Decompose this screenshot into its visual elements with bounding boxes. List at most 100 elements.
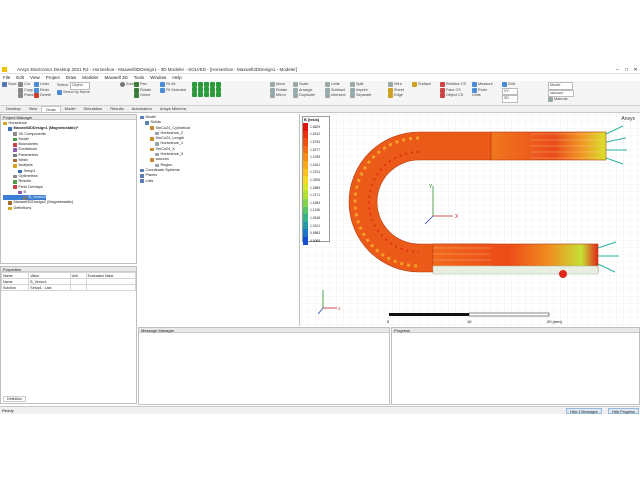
model-tree-item[interactable]: vacuum [140, 157, 297, 162]
model-tree-item[interactable]: Lists [140, 179, 297, 184]
menu-draw[interactable]: Draw [65, 75, 77, 80]
tab-desktop[interactable]: Desktop [6, 106, 21, 111]
spline-icon[interactable] [198, 82, 203, 87]
box-icon[interactable] [210, 82, 215, 87]
select-by-name-button[interactable]: Select by Name [57, 90, 90, 96]
undo-button[interactable]: Undo [34, 82, 51, 88]
ellipse-icon[interactable] [210, 92, 215, 97]
hide-progress-button[interactable]: Hide Progress [608, 408, 639, 414]
relative-cs-button[interactable]: Relative CS [440, 82, 466, 88]
tree-item[interactable]: Setup1 [3, 169, 134, 174]
model-tree-item[interactable]: SmCo24_X [140, 147, 297, 152]
model-tree-item[interactable]: SmCo24_Length [140, 136, 297, 141]
mirror-button[interactable]: Mirror [270, 93, 287, 99]
modeler-viewport[interactable]: Y X X 0 10 20 (mm) [301, 114, 640, 326]
paste-button[interactable]: Paste [18, 93, 34, 99]
tree-item[interactable]: Parameters [3, 153, 134, 158]
region-icon[interactable] [216, 92, 221, 97]
dimension-dropdown[interactable]: 3D [502, 95, 518, 103]
select-dropdown[interactable]: Object [69, 82, 90, 90]
fit-all-button[interactable]: Fit All [160, 82, 186, 88]
tab-simulation[interactable]: Simulation [83, 106, 103, 111]
table-row[interactable]: Solution Setup1 : Last [0, 284, 137, 291]
unite-button[interactable]: Unite [325, 82, 346, 88]
polyline-icon[interactable] [192, 92, 197, 97]
tab-view[interactable]: View [28, 106, 38, 111]
line-icon[interactable] [192, 82, 197, 87]
model-tree-item[interactable]: Horseshoe_3 [140, 152, 297, 157]
menu-tools[interactable]: Tools [133, 75, 145, 80]
menu-maxwell3d[interactable]: Maxwell 3D [104, 75, 128, 80]
arc-icon[interactable] [204, 82, 209, 87]
rotate-button[interactable]: Rotate [270, 88, 287, 94]
model-tree-item[interactable]: Model [140, 115, 297, 120]
hide-messages-button[interactable]: Hide 3 Messages [566, 408, 602, 414]
tree-item[interactable]: Boundaries [3, 142, 134, 147]
tab-ansys-minerva[interactable]: Ansys Minerva [159, 106, 187, 111]
model-tree-item[interactable]: Planes [140, 173, 297, 178]
draw-primitive-row-2[interactable] [192, 87, 222, 92]
tree-item[interactable]: Definitions [3, 206, 134, 211]
tree-item[interactable]: Results [3, 179, 134, 184]
helix-icon[interactable] [204, 87, 209, 92]
surface-button[interactable]: Surface [412, 82, 431, 88]
tree-item[interactable]: B_Vector1 [3, 195, 47, 201]
cut-button[interactable]: Cut [18, 82, 34, 88]
tree-item[interactable]: Mesh [3, 158, 134, 163]
tab-automation[interactable]: Automation [131, 106, 152, 111]
model-tree-item[interactable]: Horseshoe_1 [140, 141, 297, 146]
intersect-button[interactable]: Intersect [325, 93, 346, 99]
menu-project[interactable]: Project [45, 75, 60, 80]
tree-item[interactable]: B [3, 190, 134, 195]
model-tree-item[interactable]: Coordinate Systems [140, 168, 297, 173]
tree-item[interactable]: Field Overlays [3, 185, 134, 190]
delete-button[interactable]: Delete [34, 93, 51, 99]
pan-button[interactable]: Pan [134, 82, 151, 88]
tree-item[interactable]: Maxwell3DDesign2 (Magnetostatic) [3, 200, 134, 205]
maximize-icon[interactable]: □ [624, 66, 629, 73]
tree-item[interactable]: Excitations [3, 147, 134, 152]
tab-draw[interactable]: Draw [41, 106, 61, 112]
menu-modeler[interactable]: Modeler [82, 75, 99, 80]
redo-button[interactable]: Redo [34, 88, 51, 94]
cylinder-icon[interactable] [216, 82, 221, 87]
tab-model[interactable]: Model [64, 106, 76, 111]
ruler-button[interactable]: Ruler [472, 88, 493, 94]
tree-item[interactable]: Analysis [3, 163, 134, 168]
copy-button[interactable]: Copy [18, 88, 34, 94]
minimize-icon[interactable]: – [616, 66, 619, 73]
subtract-button[interactable]: Subtract [325, 88, 346, 94]
tree-item[interactable]: Optimetrics [3, 174, 134, 179]
save-button[interactable]: Save [2, 82, 17, 88]
wire-button[interactable]: Wire [388, 82, 404, 88]
menu-file[interactable]: File [3, 75, 11, 80]
point-icon[interactable] [198, 92, 203, 97]
tree-item[interactable]: Horseshoe [3, 121, 134, 126]
split-button[interactable]: Split [350, 82, 371, 88]
draw-primitive-row-3[interactable] [192, 92, 222, 97]
scale-button[interactable]: Scale [293, 82, 315, 88]
arrange-button[interactable]: Arrange [293, 88, 315, 94]
separate-button[interactable]: Separate [350, 93, 371, 99]
grid-button[interactable]: Grid [502, 82, 518, 88]
regular-polygon-icon[interactable] [204, 92, 209, 97]
face-cs-button[interactable]: Face CS [440, 88, 466, 94]
sheet-button[interactable]: Sheet [388, 88, 404, 94]
object-cs-button[interactable]: Object CS [440, 93, 466, 99]
zoom-button[interactable]: Zoom [120, 82, 136, 88]
units-button[interactable]: Units [472, 93, 481, 97]
horseshoe-bend[interactable] [348, 131, 492, 273]
field-legend[interactable]: B [tesla] 1.6829 1.6312 1.5794 1.5277 1.4759… [302, 116, 330, 245]
model-tree-item[interactable]: SmCo24_Cylindrical [140, 126, 297, 131]
close-icon[interactable]: ✕ [633, 66, 638, 73]
edge-button[interactable]: Edge [388, 93, 404, 99]
rotate-view-button[interactable]: Rotate [134, 88, 151, 94]
definition-tab[interactable]: Definition [3, 396, 26, 402]
model-tree-item[interactable]: Region [140, 163, 297, 168]
imprint-button[interactable]: Imprint [350, 88, 371, 94]
fit-selected-button[interactable]: Fit Selected [160, 88, 186, 94]
plane-dropdown[interactable]: XY [502, 87, 519, 95]
model-tree-item[interactable]: Horseshoe_2 [140, 131, 297, 136]
menu-window[interactable]: Window [150, 75, 167, 80]
menu-edit[interactable]: Edit [16, 75, 25, 80]
